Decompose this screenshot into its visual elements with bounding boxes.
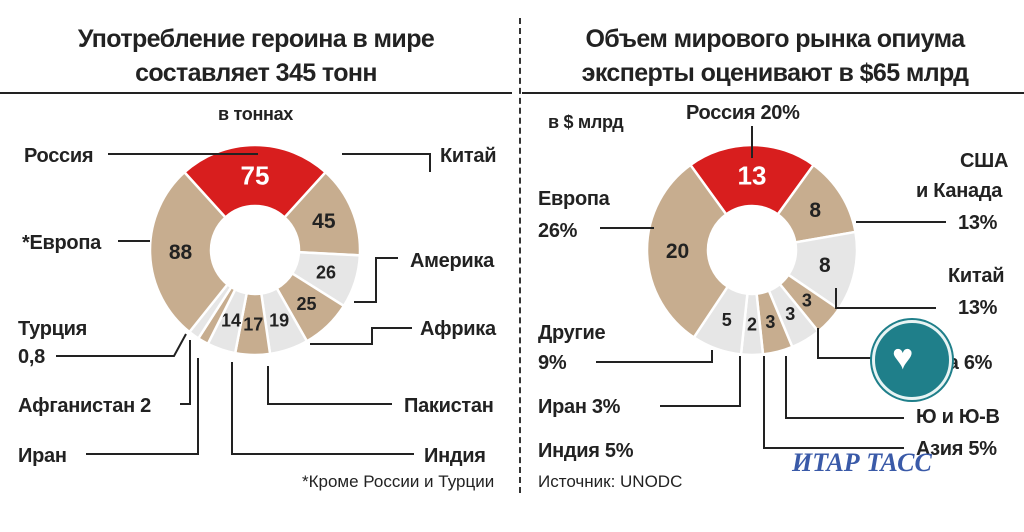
left-value-label-3: 25 [296, 294, 316, 314]
label-other-percent: 9% [538, 352, 567, 374]
leader-turkey [56, 333, 187, 357]
right-unit-label: в $ млрд [548, 112, 624, 132]
source-note: Источник: UNODC [538, 472, 683, 491]
right-value-label-4: 3 [785, 304, 795, 324]
leader-china [342, 153, 431, 172]
tass-logo: ИТАР ТАСС [792, 448, 932, 477]
right-value-label-8: 20 [666, 240, 689, 263]
label-america: Америка [410, 250, 494, 272]
left-value-label-9: 88 [169, 241, 193, 264]
right-panel: Объем мирового рынка опиума эксперты оце… [512, 0, 1024, 532]
label-africa: Африка [420, 318, 496, 340]
left-value-label-6: 14 [221, 311, 241, 331]
label-other: Другие [538, 322, 606, 344]
label-usa-canada: и Канада [916, 180, 1003, 202]
label-turkey: Турция [18, 318, 87, 340]
leader-india [231, 362, 414, 455]
leader-afghanistan [180, 340, 191, 405]
heart-icon: ♥ [892, 336, 914, 377]
leader-africa [310, 327, 412, 345]
left-panel: Употребление героина в мире составляет 3… [0, 25, 512, 491]
right-value-label-7: 5 [722, 310, 732, 330]
left-title-line1: Употребление героина в мире [77, 25, 435, 53]
label-europe-percent: 26% [538, 220, 578, 242]
right-slice-8 [645, 163, 730, 340]
leader-pakistan [267, 366, 392, 405]
left-slice-0 [182, 143, 328, 220]
label-europe: *Европа [22, 232, 101, 254]
left-footnote: *Кроме России и Турции [302, 472, 495, 491]
label-south-asia-share: Азия 5% [916, 438, 997, 460]
right-value-label-1: 8 [809, 199, 821, 222]
right-title-line2: эксперты оценивают в $65 млрд [581, 59, 969, 87]
leader-lines [56, 126, 946, 455]
label-china: Китай [440, 145, 497, 167]
center-logo: ♥ [872, 320, 952, 400]
label-china-percent: 13% [958, 297, 998, 319]
label-turkey-value: 0,8 [18, 346, 45, 368]
left-title-rule [0, 92, 512, 94]
left-unit-label: в тоннах [218, 104, 294, 124]
right-value-label-6: 2 [747, 315, 757, 335]
label-india-share: Индия 5% [538, 440, 634, 462]
leader-iran [86, 358, 199, 455]
panel-divider [519, 18, 521, 493]
left-value-label-2: 26 [316, 262, 336, 282]
leader-india-share [763, 356, 904, 449]
label-russia-share: Россия 20% [686, 102, 800, 124]
label-russia: Россия [24, 145, 94, 167]
leader-south-asia [785, 356, 904, 419]
left-slice-9 [148, 170, 230, 334]
right-value-label-0: 13 [738, 161, 767, 191]
label-iran-share: Иран 3% [538, 396, 621, 418]
label-afghanistan: Афганистан 2 [18, 395, 151, 417]
left-value-label-0: 75 [241, 161, 270, 191]
right-slice-0 [688, 143, 816, 217]
left-title-line2: составляет 345 тонн [135, 59, 377, 87]
label-iran: Иран [18, 445, 67, 467]
leader-iran-share [660, 356, 741, 407]
right-value-label-5: 3 [765, 312, 775, 332]
leader-china-share [835, 288, 936, 309]
label-usa: США [960, 150, 1009, 172]
label-europe-share: Европа [538, 188, 610, 210]
label-pakistan: Пакистан [404, 395, 494, 417]
leader-america [354, 257, 398, 303]
label-usa-share: 13% [958, 212, 998, 234]
left-value-label-4: 19 [269, 310, 289, 330]
right-value-label-2: 8 [819, 254, 831, 277]
left-value-label-1: 45 [312, 210, 336, 233]
right-title-line1: Объем мирового рынка опиума [585, 25, 965, 53]
right-value-label-3: 3 [802, 290, 812, 310]
leader-other [596, 350, 713, 363]
label-china-share: Китай [948, 265, 1005, 287]
right-title-rule [522, 92, 1024, 94]
left-value-label-5: 17 [243, 314, 263, 334]
label-south-asia: Ю и Ю-В [916, 406, 1000, 428]
label-india: Индия [424, 445, 486, 467]
